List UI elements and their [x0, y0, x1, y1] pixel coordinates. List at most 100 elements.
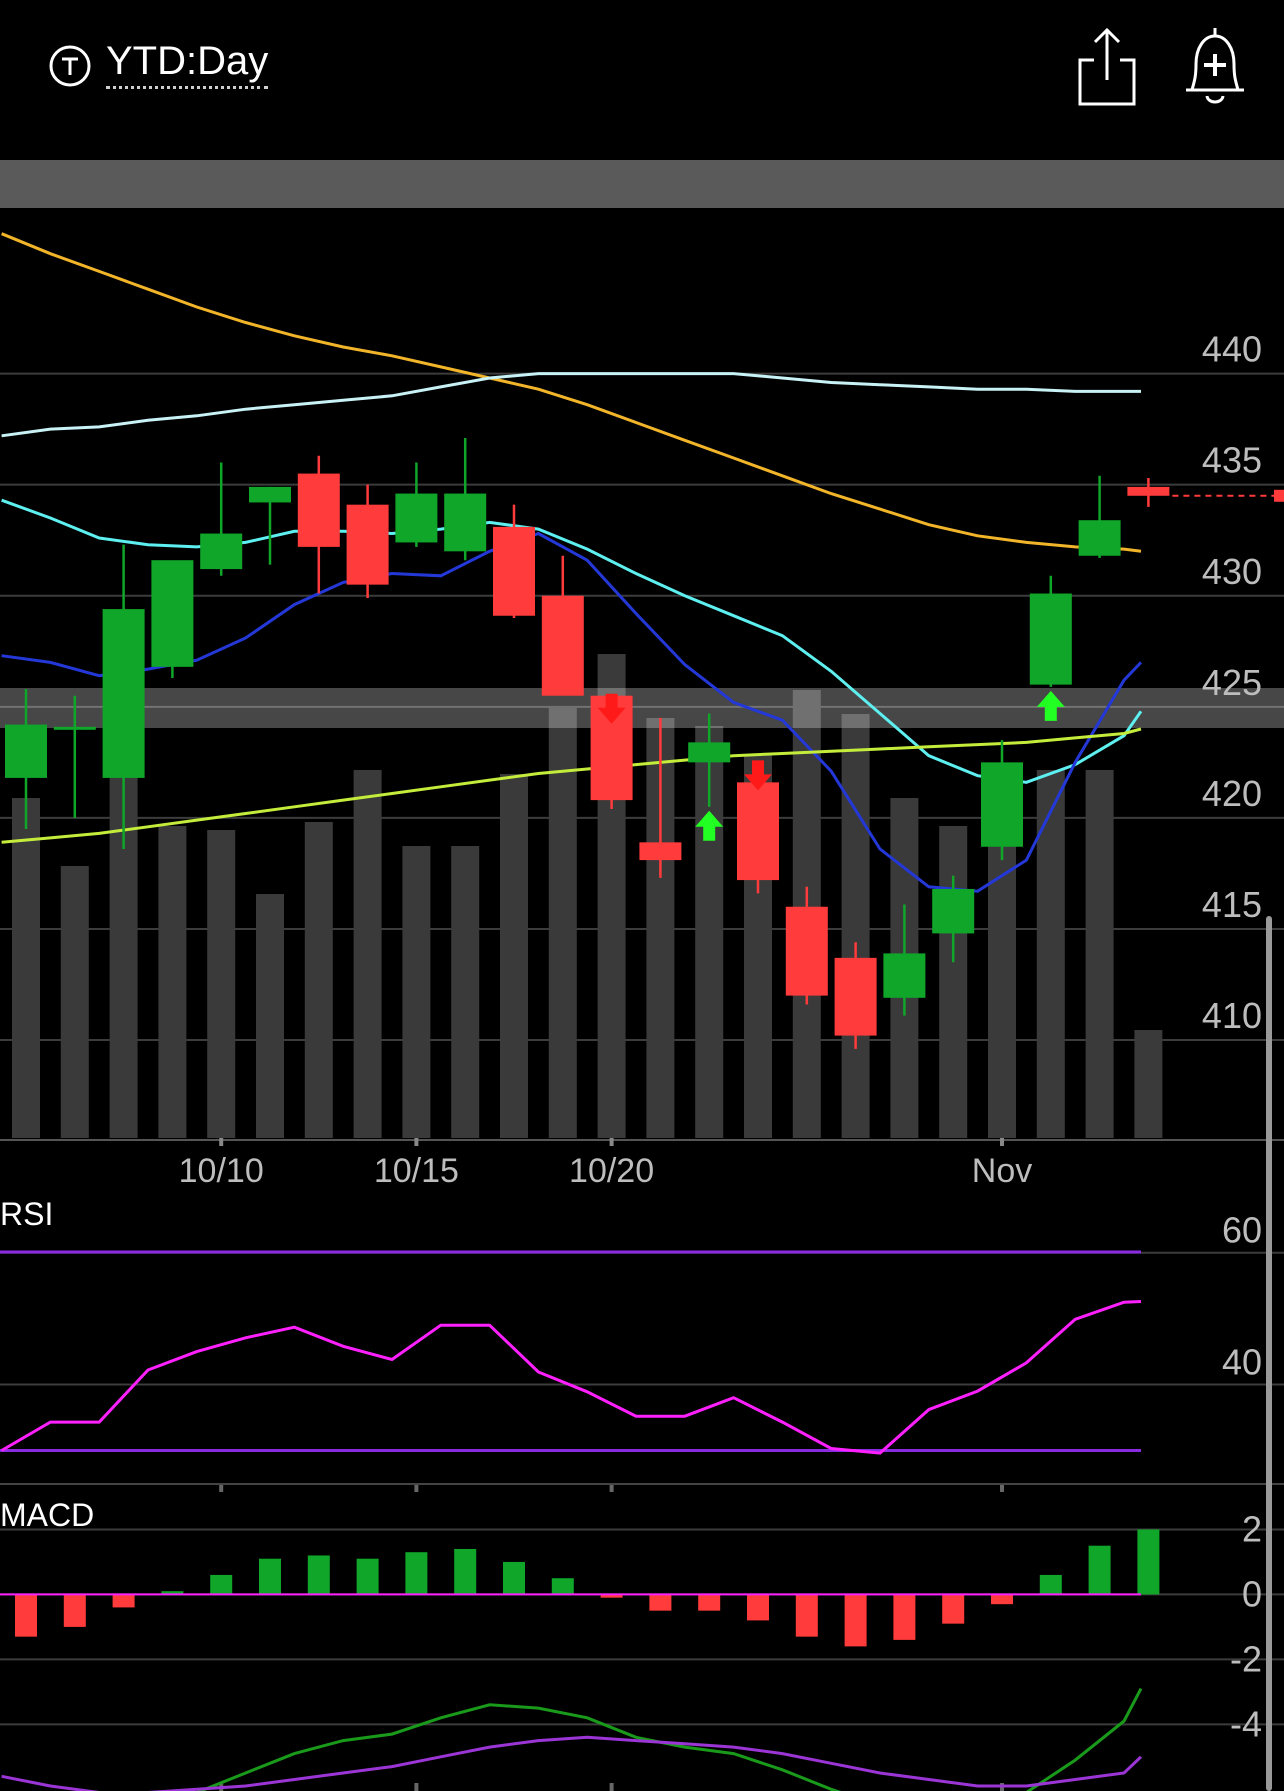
header-bar: YTD:Day [0, 0, 1284, 160]
range-band-top [0, 160, 1284, 208]
macd-histogram-bar [454, 1548, 477, 1595]
macd-tick-label: -4 [1230, 1703, 1262, 1744]
macd-histogram-bar [112, 1594, 135, 1608]
range-band-middle [0, 688, 1284, 728]
macd-line [196, 1687, 1143, 1791]
volume-bar [841, 714, 870, 1138]
candle-body [493, 526, 535, 616]
volume-bar [353, 770, 382, 1138]
macd-panel: 2 0 -2 -4 [0, 1508, 1284, 1791]
price-tick-label: 415 [1202, 884, 1262, 925]
price-tick-label: 420 [1202, 773, 1262, 814]
sell-signal-arrow [744, 760, 772, 791]
moving-average-line [1, 232, 1142, 553]
macd-histogram-bar [161, 1591, 184, 1595]
moving-average-line [1, 531, 1143, 893]
price-tick-label: 410 [1202, 995, 1262, 1036]
volume-bar [1085, 770, 1114, 1138]
candle-body [395, 493, 438, 543]
t-circle-icon[interactable] [48, 44, 92, 88]
price-axis: 440 435 430 425 420 415 410 [1202, 329, 1262, 1036]
moving-average-line [1, 727, 1142, 844]
moving-average-line [1, 372, 1141, 438]
macd-histogram-bar [503, 1561, 525, 1595]
volume-bar [256, 894, 284, 1138]
rsi-panel: 60 40 [0, 1210, 1284, 1485]
macd-histogram-bar [551, 1578, 574, 1595]
rsi-panel-title: RSI [0, 1196, 53, 1232]
candle-body [297, 473, 340, 547]
candle-body [1078, 520, 1121, 556]
macd-histogram-bar [1039, 1574, 1062, 1595]
x-tick-label: 10/15 [374, 1152, 459, 1190]
volume-bar [158, 826, 187, 1138]
candle-body [688, 742, 731, 763]
rsi-tick-label: 40 [1222, 1342, 1262, 1383]
macd-histogram-bar [600, 1594, 623, 1598]
macd-histogram-bar [698, 1594, 721, 1611]
signal-arrows [597, 690, 1065, 841]
macd-panel-title: MACD [0, 1497, 94, 1533]
macd-histogram-bar [942, 1594, 965, 1624]
candle-body [785, 906, 828, 996]
volume-bar [304, 822, 333, 1138]
x-tick-label: 10/10 [179, 1152, 264, 1190]
candlesticks [5, 438, 1284, 1049]
candle-body [1127, 486, 1170, 496]
add-alert-bell-icon[interactable] [1180, 24, 1250, 108]
macd-tick-label: 0 [1242, 1573, 1262, 1614]
candle-body [53, 726, 96, 730]
timeframe-selector[interactable]: YTD:Day [106, 38, 269, 89]
price-tick-label: 430 [1202, 551, 1262, 592]
price-tick-label: 440 [1202, 329, 1262, 370]
candle-body [151, 560, 194, 667]
macd-histogram-bar [210, 1574, 233, 1595]
volume-bar [1134, 1030, 1163, 1138]
volume-bar [548, 706, 577, 1138]
macd-tick-label: 2 [1242, 1508, 1262, 1549]
candle-body [1029, 593, 1072, 685]
macd-histogram-bar [15, 1594, 37, 1637]
candle-body [5, 724, 47, 778]
macd-histogram-bar [1088, 1545, 1111, 1595]
candle-body [102, 609, 145, 778]
vertical-scrollbar[interactable] [1266, 916, 1272, 1791]
macd-signal-line [1, 1735, 1143, 1791]
volume-bar [939, 826, 968, 1138]
sell-signal-arrow [597, 693, 626, 724]
buy-signal-arrow [695, 810, 724, 841]
candle-body [883, 953, 926, 998]
volume-bar [451, 846, 480, 1138]
x-tick-label: Nov [972, 1152, 1032, 1190]
candle-body [981, 762, 1023, 847]
date-axis: 10/10 10/15 10/20 Nov [0, 1138, 1284, 1791]
macd-histogram-bar [747, 1594, 769, 1621]
buy-signal-arrow [1036, 690, 1065, 721]
macd-histogram-bar [795, 1594, 818, 1637]
candle-body [346, 504, 389, 585]
price-tick-label: 435 [1202, 440, 1262, 481]
volume-bar [402, 846, 431, 1138]
macd-histogram-bar [893, 1594, 916, 1640]
macd-histogram-bar [844, 1594, 867, 1647]
macd-histogram-bar [259, 1558, 281, 1595]
macd-tick-label: -2 [1230, 1638, 1262, 1679]
volume-bars [12, 654, 1163, 1138]
macd-histogram-bar [356, 1558, 379, 1595]
rsi-tick-label: 60 [1222, 1210, 1262, 1251]
candle-body [932, 888, 975, 934]
volume-bar [60, 866, 89, 1138]
volume-bar [207, 830, 236, 1138]
macd-histogram-bar [63, 1594, 86, 1627]
volume-bar [500, 774, 528, 1138]
share-icon[interactable] [1076, 26, 1138, 106]
macd-histogram-bar [649, 1594, 672, 1611]
volume-bar [1036, 770, 1065, 1138]
last-price-marker [1274, 489, 1284, 502]
x-tick-label: 10/20 [569, 1152, 654, 1190]
candle-body [541, 595, 584, 696]
candle-body [200, 533, 243, 570]
rsi-line [0, 1300, 1142, 1455]
macd-histogram-bar [307, 1555, 330, 1595]
